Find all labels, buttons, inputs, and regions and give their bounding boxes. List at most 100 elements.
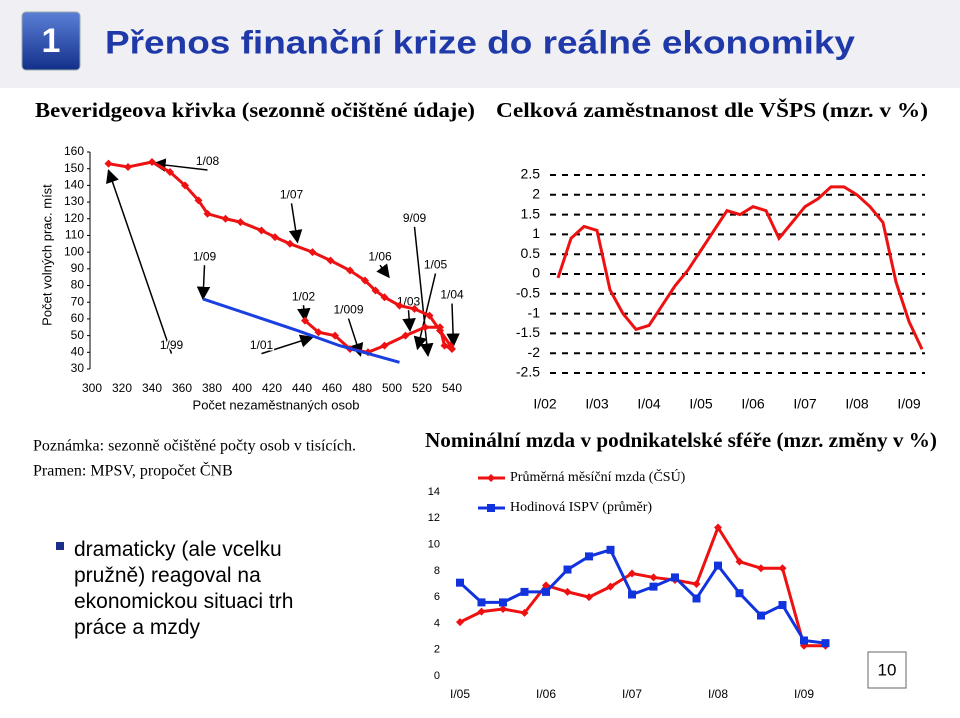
point [757,564,765,573]
point [585,552,593,561]
header-badge [21,11,81,71]
legend-label: Průměrná měsíční mzda (ČSÚ) [510,468,686,485]
point [436,323,444,332]
point [735,557,744,566]
point [425,311,434,320]
y-tick-label: 8 [434,565,440,577]
annotation: 1/09 [193,249,217,263]
annotation: 1/06 [368,249,392,263]
x-tick-label: I/06 [536,687,556,701]
y-tick-label: -0.5 [516,285,540,301]
legend-marker [487,474,495,482]
annotation-arrow [446,303,460,347]
annotation: 1/08 [196,154,220,168]
y-tick-label: 12 [428,512,440,524]
y-tick-label: -2.5 [516,364,540,380]
y-tick-label: 40 [71,344,85,358]
point [563,565,572,574]
point [401,331,410,340]
x-tick-label: 360 [172,381,192,395]
point [380,293,389,302]
x-tick-label: 300 [82,381,102,395]
point [361,276,369,285]
x-tick-label: 440 [292,381,312,395]
y-tick-label: 150 [64,161,84,175]
y-tick-label: 160 [64,144,84,158]
point [271,233,279,242]
point [301,316,309,325]
x-tick-label: 320 [112,381,132,395]
x-tick-label: I/02 [533,396,557,412]
point [124,163,132,172]
annotation: 9/09 [403,211,427,225]
x-tick-label: 480 [352,381,372,395]
series-line [556,185,924,350]
x-tick-label: I/09 [794,687,814,701]
x-tick-label: 400 [232,381,252,395]
y-tick-label: 90 [71,261,85,275]
x-tick-label: I/05 [450,687,470,701]
x-tick-label: I/07 [622,687,642,701]
point [221,214,230,223]
point [628,569,636,578]
point [649,582,658,591]
y-tick-label: 4 [434,617,440,629]
chart-title: Beveridgeova křivka (sezonně očištěné úd… [35,98,475,122]
y-tick-label: 0.5 [521,245,541,261]
annotation-arrow [413,226,434,357]
x-tick-label: 520 [412,381,432,395]
point [194,196,203,205]
point [520,608,529,617]
point [421,323,429,332]
point [606,545,615,554]
x-tick-label: 460 [322,381,342,395]
y-tick-label: -2 [528,344,541,360]
y-tick-label: 100 [64,244,84,258]
point [585,593,593,602]
point [649,573,658,582]
point [380,341,389,350]
point [203,209,212,218]
x-tick-label: I/09 [897,396,921,412]
point [714,561,722,570]
point [410,304,419,313]
x-axis-title: Počet nezaměstnaných osob [193,397,360,412]
point [735,589,744,598]
series-line [458,548,826,645]
point [286,239,294,248]
y-tick-label: -1 [528,304,541,320]
y-tick-label: 0 [434,670,440,682]
point [671,573,679,582]
point [456,618,464,627]
bullet-text: dramaticky (ale vcelku pružně) reagoval … [74,538,294,639]
legend-label: Hodinová ISPV (průměr) [510,500,652,515]
point [236,218,245,227]
y-tick-label: 30 [71,361,85,375]
point [456,578,464,587]
y-tick-label: 10 [428,538,440,550]
y-tick-label: 110 [65,228,84,242]
series-line [202,297,400,364]
point [331,331,339,340]
annotation: 1/07 [280,188,304,202]
x-tick-label: I/03 [585,396,609,412]
y-tick-label: 2 [434,644,440,656]
header-band [0,0,960,88]
note: Pramen: MPSV, propočet ČNB [33,461,233,480]
annotation-arrow [261,334,314,355]
annotation: 1/01 [250,338,274,352]
point [563,587,572,596]
y-tick-label: 140 [64,178,84,192]
point [757,611,765,620]
annotation-arrow [106,169,173,354]
point [542,587,550,596]
x-tick-label: I/08 [845,396,869,412]
point [606,582,615,591]
point [778,564,787,573]
y-tick-label: 6 [434,591,440,603]
y-tick-label: 80 [71,278,85,292]
annotation: 1/99 [160,338,184,352]
note: Poznámka: sezonně očištěné počty osob v … [33,438,356,455]
point [499,604,507,613]
